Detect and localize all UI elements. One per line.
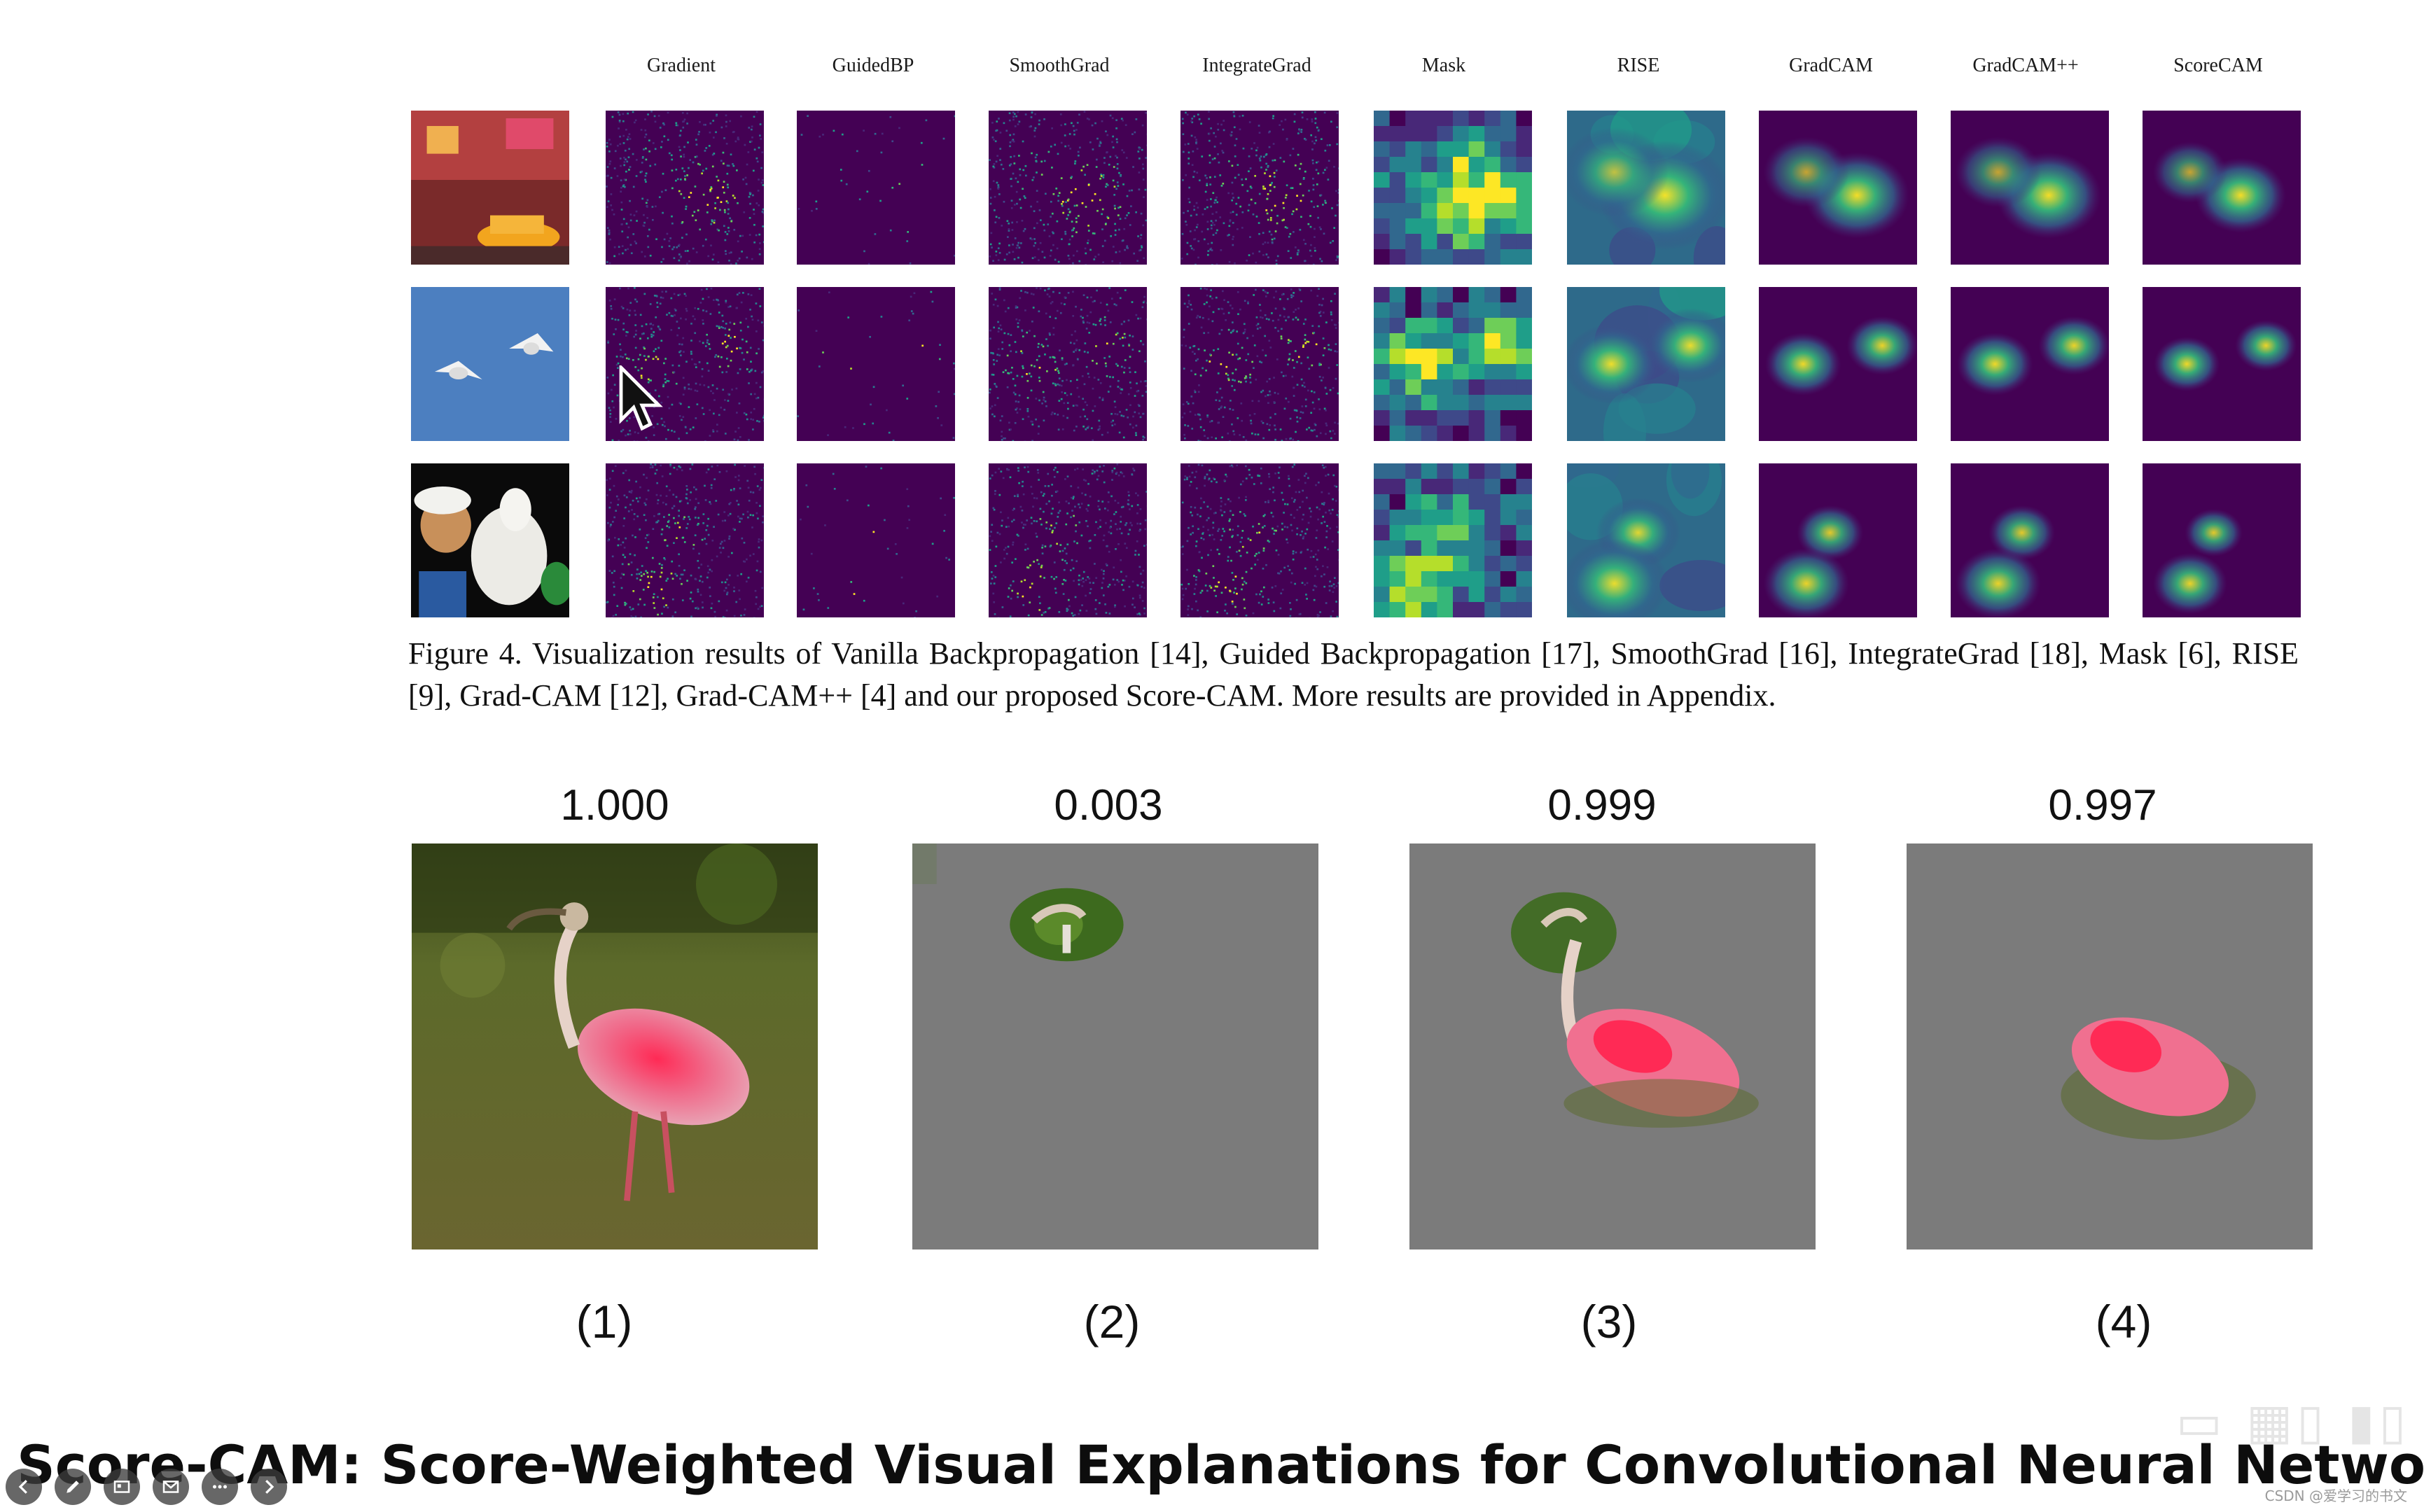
saliency-map-guidedbp-row-2 [797, 287, 955, 441]
back-icon[interactable] [6, 1469, 42, 1505]
saliency-map-gradcampp-row-1 [1951, 111, 2109, 265]
panel-mask-head [912, 844, 1318, 1250]
input-image-wolf-child [411, 463, 569, 617]
panel-mask-body [1907, 844, 2313, 1250]
slide-title: Score-CAM: Score-Weighted Visual Explana… [17, 1434, 2424, 1496]
saliency-map-scorecam-row-1 [2143, 111, 2301, 265]
saliency-map-smoothgrad-row-2 [989, 287, 1147, 441]
column-header-mask: Mask [1421, 55, 1466, 76]
panel-label-4: (4) [2095, 1296, 2152, 1348]
saliency-map-rise-row-1 [1567, 111, 1725, 265]
panel-score-3: 0.999 [1547, 781, 1657, 830]
watermark-text: CSDN @爱学习的书文 [2264, 1488, 2407, 1504]
input-image-street-taxi [411, 111, 569, 265]
faint-watermark-logo: ▭ ▦▯ ▮▯ [2175, 1393, 2410, 1450]
saliency-map-integrategrad-row-3 [1180, 463, 1339, 617]
saliency-map-smoothgrad-row-3 [989, 463, 1147, 617]
panel-label-1: (1) [576, 1296, 633, 1348]
column-header-smoothgrad: SmoothGrad [1009, 55, 1110, 76]
presentation-toolbar [6, 1467, 287, 1506]
figure-caption: Figure 4. Visualization results of Vanil… [408, 636, 2299, 713]
saliency-map-gradcam-row-1 [1759, 111, 1917, 265]
pen-icon[interactable] [55, 1469, 91, 1505]
column-header-gradient: Gradient [647, 55, 716, 76]
column-header-gradcampp: GradCAM++ [1972, 55, 2079, 76]
saliency-map-integrategrad-row-2 [1180, 287, 1339, 441]
saliency-map-gradcam-row-3 [1759, 463, 1917, 617]
saliency-map-gradient-row-3 [606, 463, 764, 617]
column-header-rise: RISE [1617, 55, 1660, 76]
saliency-map-gradient-row-2 [606, 287, 764, 441]
saliency-map-gradcampp-row-3 [1951, 463, 2109, 617]
more-icon[interactable] [202, 1469, 238, 1505]
input-image-birds [411, 287, 569, 441]
saliency-map-gradcam-row-2 [1759, 287, 1917, 441]
panel-label-2: (2) [1083, 1296, 1141, 1348]
panel-mask-bird [1409, 844, 1816, 1250]
saliency-map-mask-row-1 [1374, 111, 1532, 265]
saliency-map-smoothgrad-row-1 [989, 111, 1147, 265]
panel-score-2: 0.003 [1054, 781, 1163, 830]
saliency-map-integrategrad-row-1 [1180, 111, 1339, 265]
column-header-gradcam: GradCAM [1789, 55, 1873, 76]
saliency-map-guidedbp-row-1 [797, 111, 955, 265]
saliency-map-rise-row-3 [1567, 463, 1725, 617]
panel-original-image [412, 844, 818, 1250]
saliency-map-gradient-row-1 [606, 111, 764, 265]
mouse-cursor-icon [619, 363, 665, 433]
saliency-map-guidedbp-row-3 [797, 463, 955, 617]
saliency-map-mask-row-2 [1374, 287, 1532, 441]
panel-score-4: 0.997 [2048, 781, 2157, 830]
saliency-map-scorecam-row-3 [2143, 463, 2301, 617]
forward-icon[interactable] [251, 1469, 287, 1505]
panel-score-1: 1.000 [560, 781, 669, 830]
panel-label-3: (3) [1580, 1296, 1638, 1348]
saliency-map-rise-row-2 [1567, 287, 1725, 441]
saliency-map-mask-row-3 [1374, 463, 1532, 617]
column-header-guidedbp: GuidedBP [832, 55, 914, 76]
saliency-map-scorecam-row-2 [2143, 287, 2301, 441]
saliency-map-gradcampp-row-2 [1951, 287, 2109, 441]
column-header-scorecam: ScoreCAM [2173, 55, 2263, 76]
slides-icon[interactable] [104, 1469, 140, 1505]
mail-icon[interactable] [153, 1469, 189, 1505]
column-header-integrategrad: IntegrateGrad [1202, 55, 1311, 76]
